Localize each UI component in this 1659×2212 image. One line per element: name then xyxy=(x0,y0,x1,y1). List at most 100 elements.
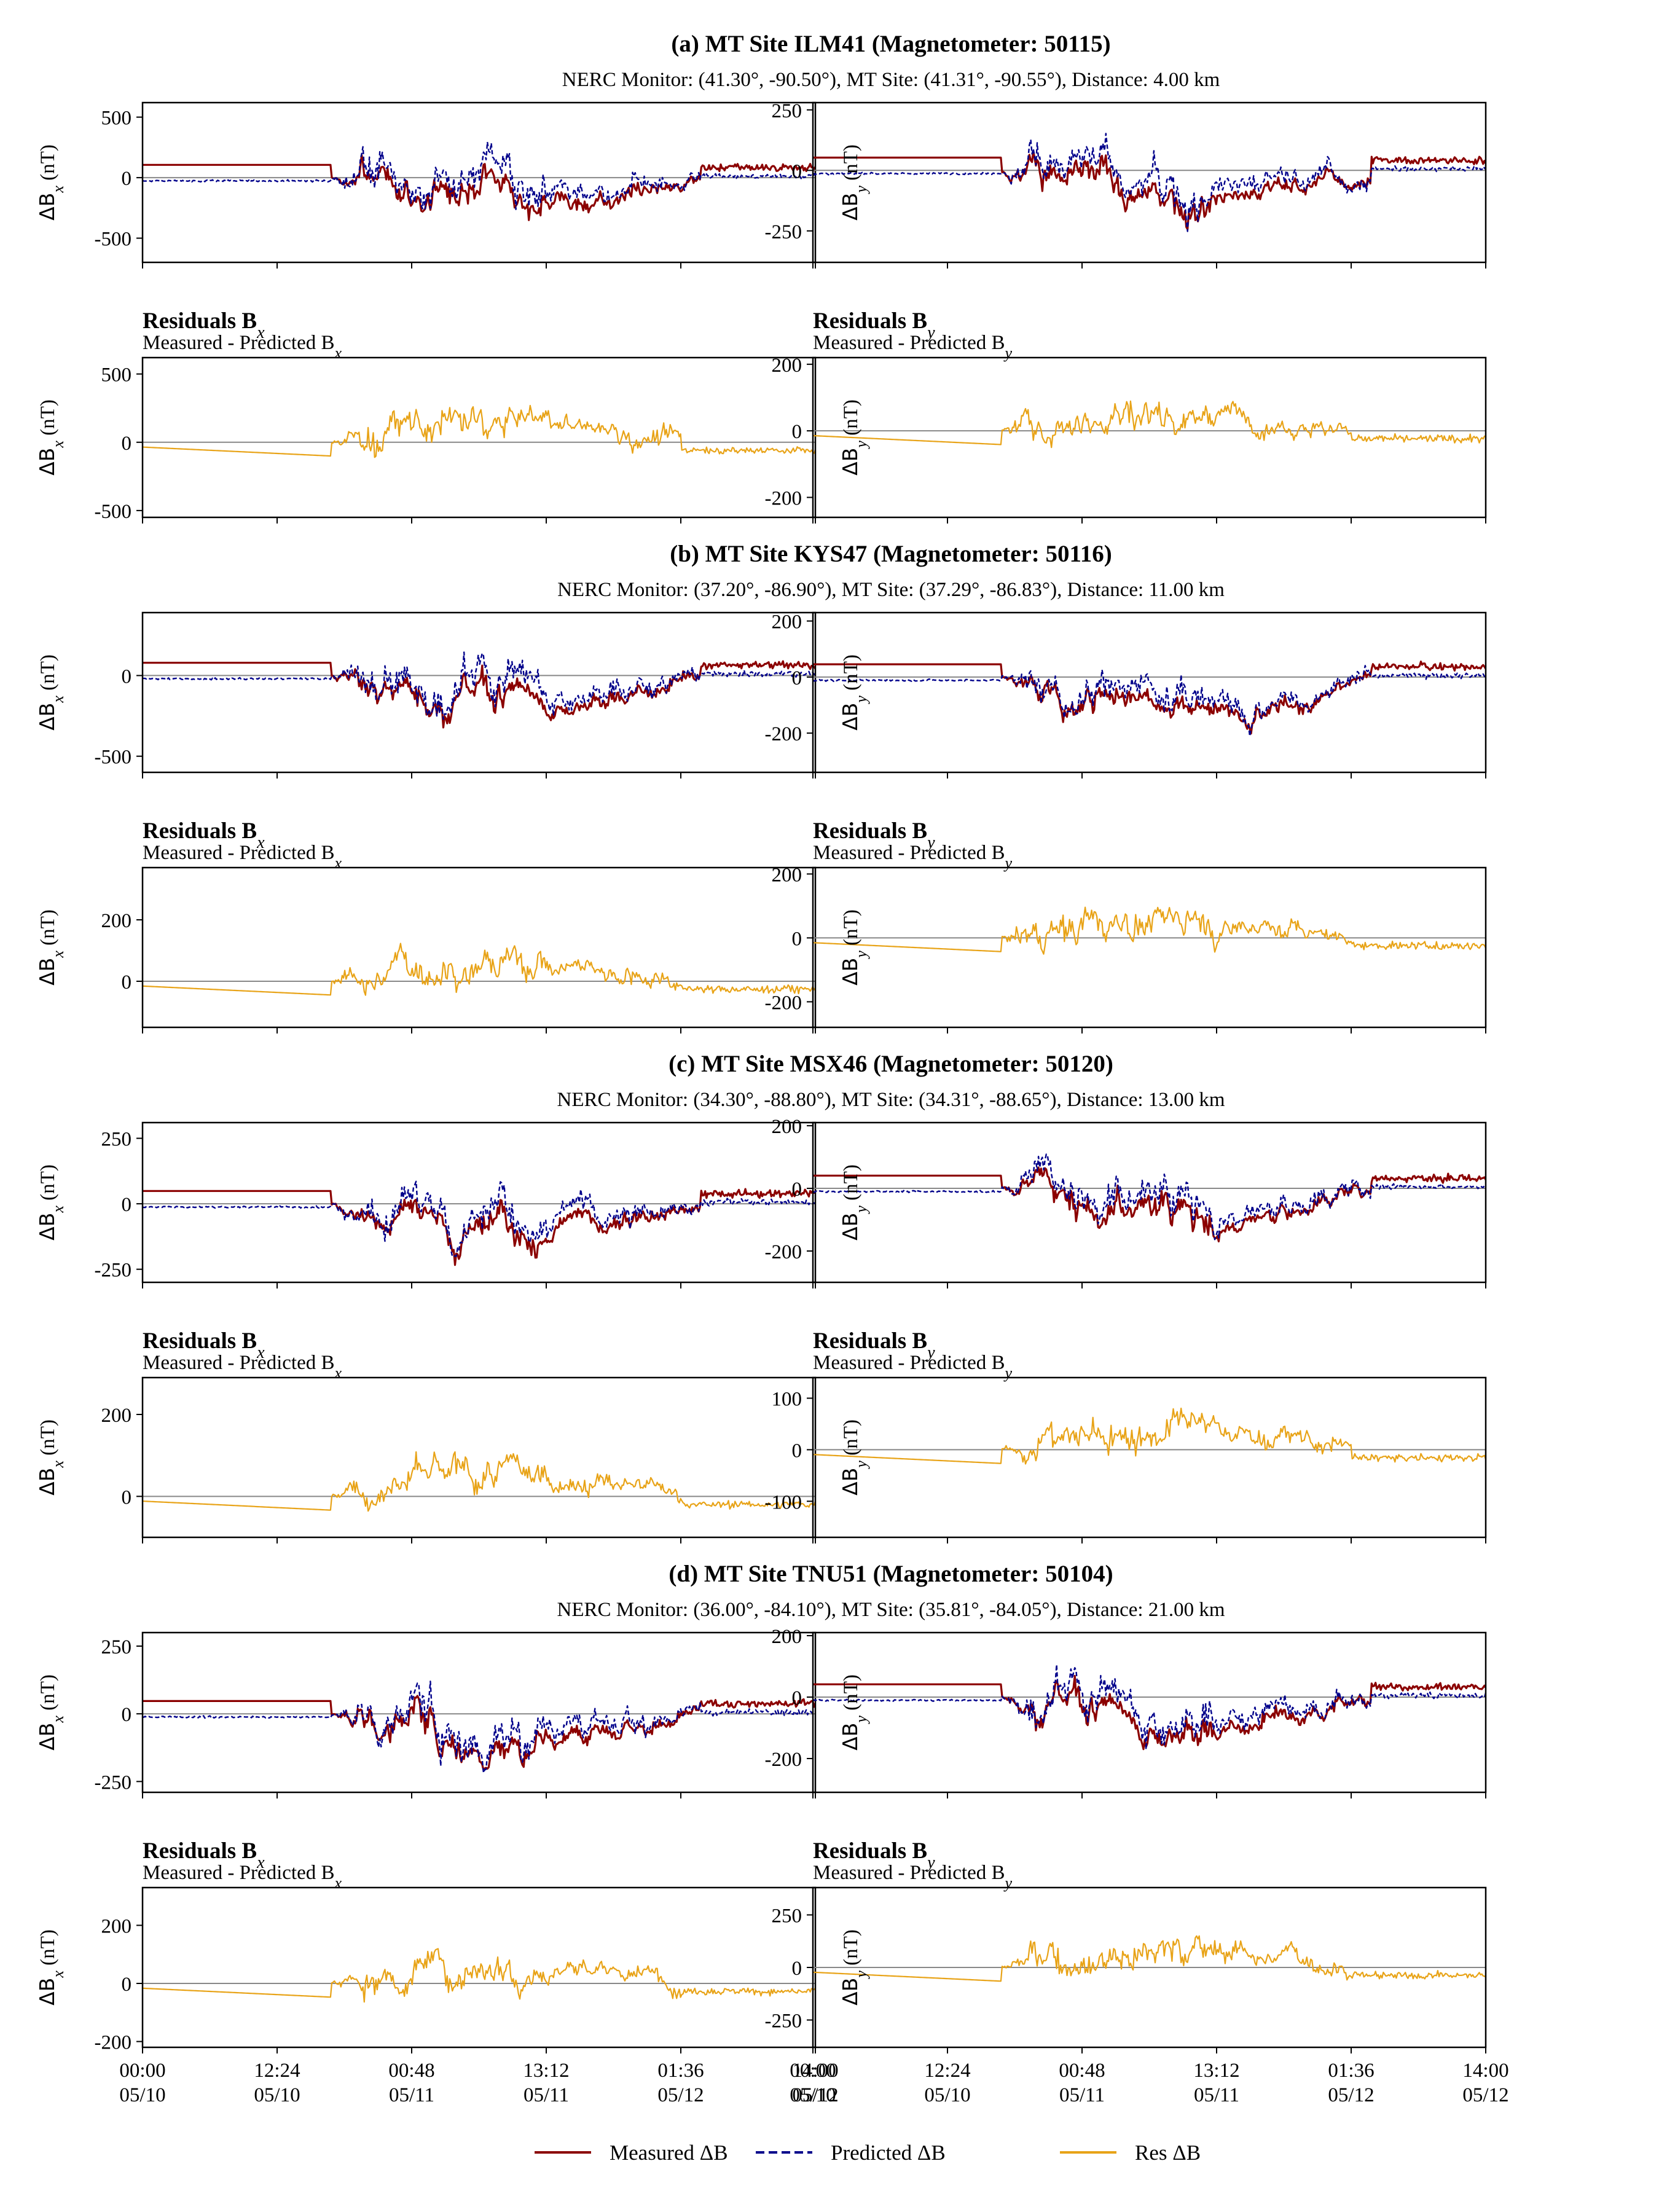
legend-item-1: Predicted ΔB xyxy=(756,2141,946,2165)
plot-frame xyxy=(141,1121,817,1284)
y-tick-label: 200 xyxy=(101,1405,132,1427)
residual-title: Residuals By xyxy=(813,308,935,342)
series-measured-line xyxy=(813,150,1486,230)
plot-frame xyxy=(141,101,817,264)
series-residual-line xyxy=(813,400,1486,449)
y-tick-label: 200 xyxy=(772,355,802,377)
series-group xyxy=(143,943,815,996)
series-predicted-line xyxy=(813,665,1486,737)
plot-frame xyxy=(141,1631,817,1794)
section-subtitle-b: NERC Monitor: (37.20°, -86.90°), MT Site… xyxy=(557,579,1225,601)
x-tick-label-time: 01:36 xyxy=(1328,2060,1374,2082)
y-tick-label: 0 xyxy=(792,928,802,950)
series-residual-line xyxy=(143,1451,815,1512)
panel-d-By-comparison: 200 0 -200 ΔBy (nT) xyxy=(765,1626,1487,1798)
residual-subtitle: Measured - Predicted Bx xyxy=(143,332,342,362)
series-measured-line xyxy=(143,660,815,729)
panel-b-Bx-comparison: 0 -500 ΔBx (nT) xyxy=(35,611,817,779)
series-measured-line xyxy=(813,1674,1486,1751)
x-tick-label-date: 05/10 xyxy=(119,2084,165,2106)
y-tick-label: 250 xyxy=(101,1129,132,1151)
series-predicted-line xyxy=(813,1153,1486,1241)
y-axis-label: ΔBy (nT) xyxy=(838,1164,870,1241)
y-axis-label: ΔBx (nT) xyxy=(35,1419,67,1496)
y-tick-label: -500 xyxy=(95,747,132,769)
x-tick-label-date: 05/10 xyxy=(924,2084,970,2106)
series-group xyxy=(813,133,1486,232)
legend-label: Res ΔB xyxy=(1135,2141,1201,2165)
x-tick-label-date: 05/12 xyxy=(1328,2084,1374,2106)
y-tick-label: 250 xyxy=(101,1636,132,1658)
x-tick-label-time: 13:12 xyxy=(1193,2060,1239,2082)
series-measured-line xyxy=(143,1695,815,1771)
series-group xyxy=(813,661,1486,737)
panel-d-Bx-comparison: 250 0 -250 ΔBx (nT) xyxy=(35,1631,817,1798)
y-tick-label: 200 xyxy=(101,910,132,932)
y-tick-label: 0 xyxy=(122,433,132,455)
x-tick-label-date: 05/11 xyxy=(389,2084,434,2106)
residual-subtitle: Measured - Predicted Bx xyxy=(143,1862,342,1892)
residual-subtitle: Measured - Predicted By xyxy=(813,332,1013,362)
y-tick-label: 500 xyxy=(101,364,132,386)
y-tick-label: 250 xyxy=(772,100,802,122)
panel-a-By-comparison: 250 0 -250 ΔBy (nT) xyxy=(765,100,1487,269)
y-tick-label: -250 xyxy=(95,1260,132,1282)
series-predicted-line xyxy=(813,133,1486,232)
x-tick-label-date: 05/11 xyxy=(1059,2084,1105,2106)
series-predicted-line xyxy=(143,141,815,210)
series-group xyxy=(143,1681,815,1774)
x-tick-label-time: 13:12 xyxy=(523,2060,569,2082)
series-group xyxy=(813,906,1486,955)
y-axis-label: ΔBy (nT) xyxy=(838,1929,870,2006)
y-axis-label: ΔBx (nT) xyxy=(35,144,67,221)
y-tick-label: -250 xyxy=(95,1771,132,1794)
residual-title: Residuals By xyxy=(813,1838,935,1872)
y-tick-label: -200 xyxy=(765,488,802,510)
y-tick-label: -250 xyxy=(765,221,802,243)
y-axis-label: ΔBx (nT) xyxy=(35,1164,67,1241)
series-group xyxy=(813,1407,1486,1465)
series-group xyxy=(813,1663,1486,1751)
y-axis-label: ΔBx (nT) xyxy=(35,399,67,476)
section-subtitle-c: NERC Monitor: (34.30°, -88.80°), MT Site… xyxy=(557,1089,1225,1111)
y-tick-label: 0 xyxy=(792,667,802,689)
y-axis-label: ΔBy (nT) xyxy=(838,1419,870,1496)
series-measured-line xyxy=(143,154,815,221)
x-tick-label-time: 00:48 xyxy=(1059,2060,1105,2082)
series-group xyxy=(143,651,815,729)
plot-frame xyxy=(812,611,1487,774)
series-predicted-line xyxy=(813,1663,1486,1751)
section-title-a: (a) MT Site ILM41 (Magnetometer: 50115) xyxy=(671,31,1110,57)
section-subtitle-d: NERC Monitor: (36.00°, -84.10°), MT Site… xyxy=(557,1599,1225,1621)
section-title-b: (b) MT Site KYS47 (Magnetometer: 50116) xyxy=(670,541,1112,567)
plot-frame xyxy=(141,1886,817,2049)
x-tick-label-time: 12:24 xyxy=(254,2060,300,2082)
series-group xyxy=(143,141,815,221)
y-axis-label: ΔBx (nT) xyxy=(35,1674,67,1751)
y-tick-label: -200 xyxy=(765,1749,802,1771)
y-tick-label: 0 xyxy=(122,1704,132,1726)
series-residual-line xyxy=(143,1948,815,2003)
series-group xyxy=(143,1180,815,1266)
x-tick-label-date: 05/12 xyxy=(657,2084,704,2106)
residual-subtitle: Measured - Predicted Bx xyxy=(143,1352,342,1382)
y-tick-label: 0 xyxy=(792,1687,802,1709)
legend-label: Predicted ΔB xyxy=(831,2141,946,2165)
x-tick-label-date: 05/12 xyxy=(1462,2084,1508,2106)
plot-frame xyxy=(141,1376,817,1539)
y-tick-label: 200 xyxy=(772,1626,802,1648)
panel-c-By-comparison: 200 0 -200 ΔBy (nT) xyxy=(765,1116,1487,1288)
residual-title: Residuals Bx xyxy=(143,1838,265,1872)
y-tick-label: 100 xyxy=(772,1389,802,1411)
y-tick-label: 200 xyxy=(772,611,802,633)
series-residual-line xyxy=(143,943,815,996)
series-group xyxy=(143,404,815,458)
y-tick-label: -100 xyxy=(765,1491,802,1513)
residual-title: Residuals Bx xyxy=(143,308,265,342)
